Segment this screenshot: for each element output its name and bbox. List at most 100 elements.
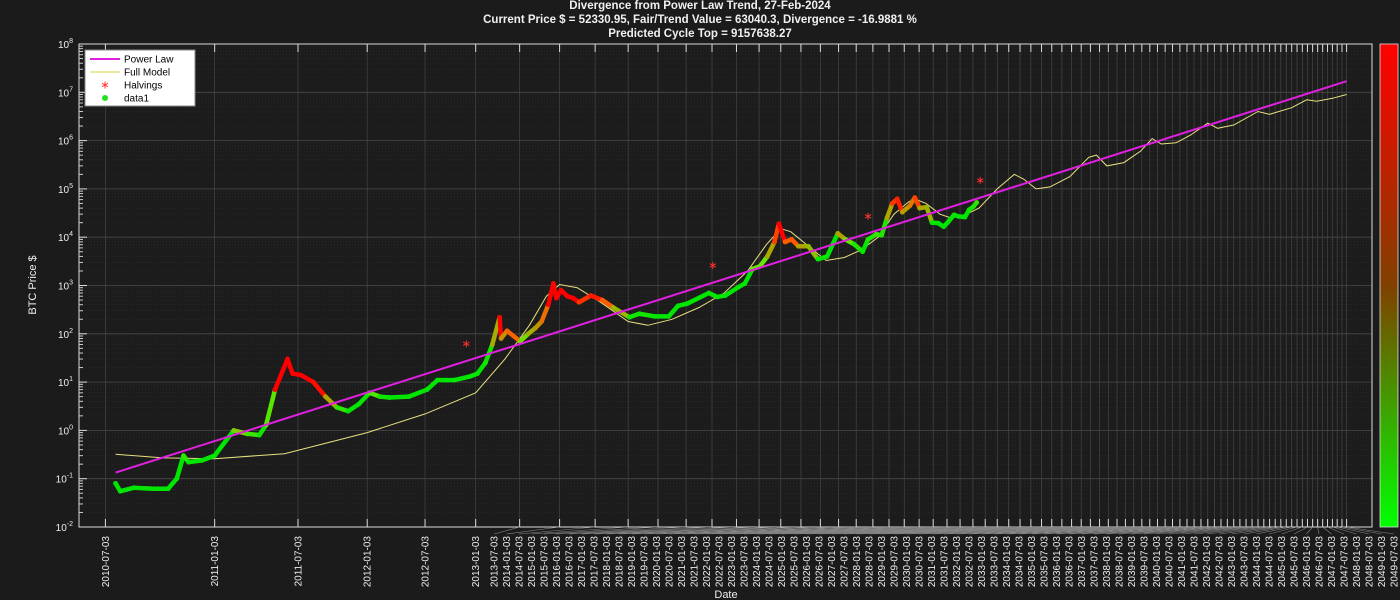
x-tick-leader <box>868 526 1072 535</box>
x-tick-leader <box>556 526 687 535</box>
price-segment <box>285 356 295 376</box>
x-tick-leader <box>806 526 1021 535</box>
price-point <box>475 371 480 376</box>
x-tick-label: 2033-01-03 <box>977 536 988 588</box>
x-tick-label: 2024-01-03 <box>752 536 763 588</box>
x-tick-leader <box>956 526 1134 535</box>
price-point <box>772 239 777 245</box>
y-tick-base: 10 <box>58 330 70 341</box>
price-point <box>174 476 180 482</box>
price-point <box>290 371 295 376</box>
price-point <box>285 356 290 362</box>
y-tick-base: 10 <box>56 523 68 534</box>
price-point <box>231 428 237 433</box>
price-segment <box>212 428 237 458</box>
x-tick-leader <box>756 526 973 535</box>
x-tick-label: 2040-01-03 <box>1152 536 1163 588</box>
y-tick-base: 10 <box>58 185 70 196</box>
x-tick-label: 2043-07-03 <box>1240 536 1251 588</box>
x-tick-leader <box>918 526 1109 535</box>
legend-swatch-dot <box>102 95 108 101</box>
legend: Power Law Full Model Halvings data1 <box>84 49 196 107</box>
x-tick-leader <box>1293 526 1308 535</box>
x-tick-label: 2047-07-03 <box>1340 536 1351 588</box>
x-tick-label: 2032-07-03 <box>965 536 976 588</box>
price-point <box>517 338 523 344</box>
x-tick-leader <box>618 526 801 535</box>
series-layer <box>113 80 1347 494</box>
price-point <box>714 294 720 300</box>
halving-marker-stroke <box>864 214 872 219</box>
price-point <box>626 314 632 320</box>
price-point <box>212 453 218 459</box>
x-tick-label: 2021-07-03 <box>690 536 701 588</box>
x-tick-leader <box>1081 526 1208 535</box>
x-tick-label: 2027-07-03 <box>840 536 851 588</box>
x-tick-label: 2022-01-03 <box>702 536 713 588</box>
x-tick-leader <box>1332 526 1357 535</box>
price-segment <box>884 201 895 221</box>
price-segment <box>131 485 156 491</box>
x-tick-label: 2043-01-03 <box>1227 536 1238 588</box>
legend-label: Halvings <box>124 81 162 92</box>
x-tick-leader <box>681 526 890 535</box>
ticks: 10-210-11001011021031041051061071082010-… <box>56 38 1400 587</box>
x-tick-leader <box>1043 526 1187 535</box>
x-tick-label: 2045-07-03 <box>1290 536 1301 588</box>
halving-marker <box>976 176 984 184</box>
halving-marker <box>864 212 872 220</box>
x-tick-leader <box>731 526 947 535</box>
x-tick-leader <box>706 526 920 535</box>
x-tick-leader <box>518 526 596 535</box>
x-tick-label: 2026-07-03 <box>815 536 826 588</box>
price-point <box>532 325 538 331</box>
price-point <box>666 313 672 319</box>
price-point <box>796 243 801 249</box>
halving-marker-stroke <box>709 263 717 268</box>
price-segment <box>806 243 821 262</box>
x-tick-label: 2017-01-03 <box>577 536 588 588</box>
price-point <box>824 254 830 259</box>
x-tick-label: 2039-07-03 <box>1140 536 1151 588</box>
price-point <box>907 203 913 209</box>
x-tick-leader <box>831 526 1042 535</box>
price-point <box>675 303 681 309</box>
price-segment <box>776 221 788 245</box>
y-tick-label: 107 <box>58 86 73 99</box>
x-tick-leader <box>1143 526 1240 535</box>
x-tick-label: 2046-07-03 <box>1315 536 1326 588</box>
x-tick-label: 2012-01-03 <box>363 536 374 588</box>
price-point <box>467 374 472 379</box>
price-point <box>610 305 616 310</box>
x-tick-leader <box>1068 526 1201 535</box>
price-point <box>599 297 605 303</box>
price-point <box>835 230 841 236</box>
y-tick-label: 102 <box>58 328 73 341</box>
price-segment <box>765 239 777 259</box>
y-tick-label: 103 <box>58 280 73 293</box>
x-tick-label: 2028-01-03 <box>852 536 863 588</box>
price-segment <box>263 387 278 428</box>
x-tick-label: 2032-01-03 <box>952 536 963 588</box>
x-tick-leader <box>493 526 520 535</box>
price-point <box>899 209 905 215</box>
x-tick-leader <box>631 526 821 535</box>
x-tick-label: 2013-07-03 <box>490 536 501 588</box>
colorbar <box>1379 43 1399 528</box>
price-point <box>497 314 503 320</box>
x-tick-label: 2015-01-03 <box>527 536 538 588</box>
legend-swatch-asterisk <box>101 81 109 89</box>
x-tick-leader <box>1306 526 1313 535</box>
y-tick-label: 10-2 <box>56 521 73 534</box>
x-tick-label: 2029-01-03 <box>877 536 888 588</box>
y-tick-base: 10 <box>58 40 70 51</box>
x-tick-leader <box>1118 526 1228 535</box>
price-point <box>489 342 495 347</box>
price-point <box>894 196 900 202</box>
price-point <box>706 290 712 296</box>
price-point <box>815 256 821 262</box>
price-segment <box>387 394 412 400</box>
x-tick-leader <box>643 526 839 535</box>
price-point <box>539 319 545 324</box>
price-point <box>558 287 564 293</box>
